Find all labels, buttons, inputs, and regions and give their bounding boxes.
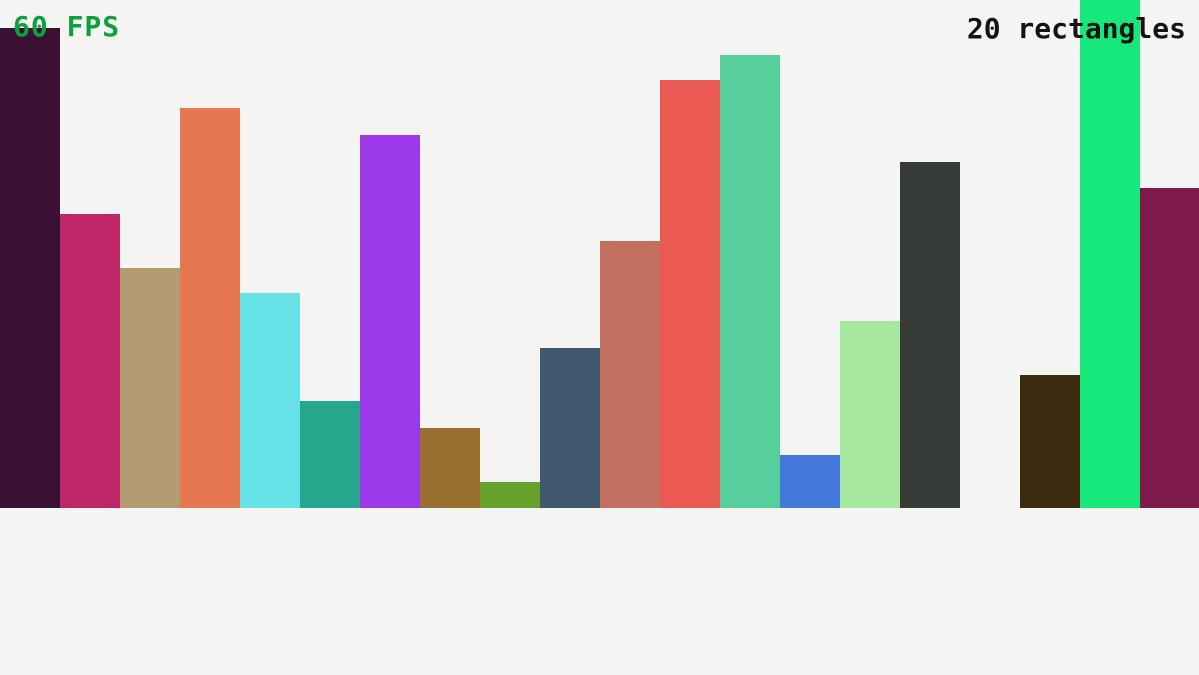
rectangle-bar — [120, 268, 180, 508]
rectangle-bar — [660, 80, 720, 508]
rectangle-bar — [300, 401, 360, 508]
rectangle-bar — [360, 135, 420, 508]
rectangle-bar — [1080, 0, 1140, 508]
rectangle-bar — [420, 428, 480, 508]
rectangle-bar — [900, 162, 960, 508]
rectangle-bar — [0, 28, 60, 508]
rectangle-bar — [480, 482, 540, 508]
rectangle-bar — [60, 214, 120, 508]
rectangle-bar — [840, 321, 900, 508]
bars-container — [0, 0, 1199, 508]
rectangle-bar — [180, 108, 240, 508]
rectangle-bar — [240, 293, 300, 508]
rectangle-bar — [1140, 188, 1199, 508]
rectangle-count: 20 rectangles — [966, 12, 1186, 45]
rectangle-bar — [540, 348, 600, 508]
rectangle-bar — [600, 241, 660, 508]
rectangle-bar — [720, 55, 780, 508]
instructions-panel: Press SPACE to shuffle the sequence. Pre… — [0, 508, 1199, 675]
rectangle-bar — [780, 455, 840, 508]
rectangle-bar — [1020, 375, 1080, 508]
fps-counter: 60 FPS — [13, 10, 121, 43]
